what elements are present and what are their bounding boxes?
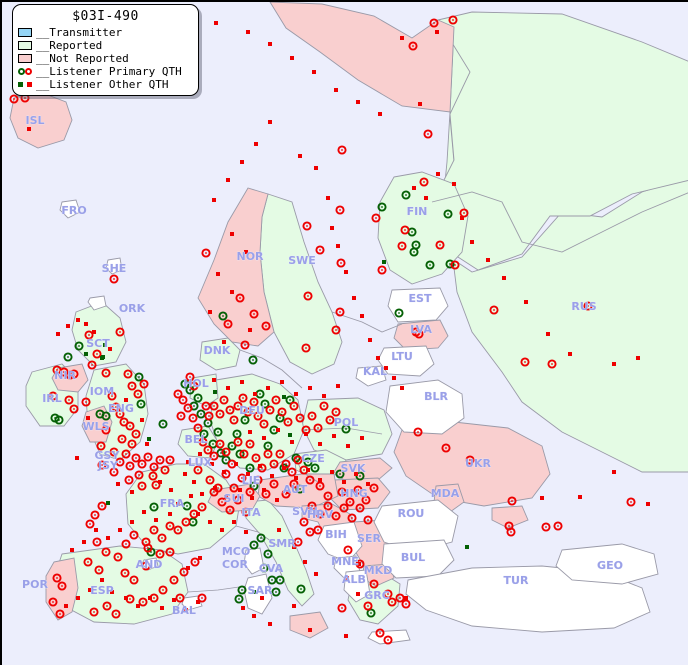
country-label-and: AND [136, 558, 163, 571]
country-label-isl: ISL [25, 114, 44, 127]
circle-red-icon [25, 68, 32, 75]
country-label-por: POR [22, 578, 48, 591]
country-label-svk: SVK [341, 462, 366, 475]
country-label-sui: SUI [224, 492, 245, 505]
country-label-alb: ALB [342, 573, 366, 586]
country-label-tur: TUR [504, 574, 529, 587]
legend-label-reported: __Reported [36, 38, 103, 52]
legend-swatch-transmitter [18, 28, 32, 37]
country-label-jsy: JSY [97, 459, 119, 472]
country-label-rus: RUS [571, 300, 596, 313]
country-label-est: EST [409, 292, 432, 305]
unfilled-countries [59, 199, 659, 645]
country-label-mda: MDA [431, 487, 460, 500]
country-label-swe: SWE [288, 254, 316, 267]
country-label-ita: ITA [241, 506, 261, 519]
country-label-rou: ROU [398, 507, 425, 520]
country-label-ltu: LTU [391, 350, 413, 363]
legend-label-other_qth: __Listener Other QTH [36, 77, 169, 91]
country-label-hng: HNG [340, 487, 367, 500]
country-label-irl: IRL [42, 392, 62, 405]
country-label-cor: COR [222, 558, 248, 571]
legend-swatch-not_reported [18, 54, 32, 63]
country-label-mco: MCO [222, 545, 250, 558]
country-label-hrv: HRV [307, 508, 334, 521]
legend-item-transmitter: __Transmitter [18, 26, 193, 39]
country-label-lie: LIE [242, 474, 261, 487]
legend-title: $03I-490 [72, 9, 139, 24]
legend-symbol-other_qth [18, 80, 32, 89]
legend-item-other_qth: __Listener Other QTH [18, 78, 193, 91]
country-label-cva: CVA [259, 562, 284, 575]
country-label-smr: SMR [268, 537, 296, 550]
country-label-blr: BLR [424, 390, 448, 403]
country-label-ukr: UKR [465, 457, 491, 470]
country-label-gsy: GSY [95, 449, 121, 462]
country-label-wls: WLS [82, 420, 109, 433]
country-label-mkd: MKD [364, 564, 393, 577]
legend-label-transmitter: __Transmitter [36, 25, 123, 39]
country-label-kal: KAL [363, 365, 387, 378]
country-label-dnk: DNK [204, 344, 231, 357]
country-label-fin: FIN [407, 205, 428, 218]
country-label-sar: SAR [248, 584, 273, 597]
country-label-nor: NOR [236, 250, 264, 263]
country-label-aut: AUT [283, 483, 308, 496]
country-label-sct: SCT [86, 337, 110, 350]
reported-countries [25, 11, 688, 625]
country-label-fro: FRO [61, 204, 86, 217]
country-label-geo: GEO [597, 559, 623, 572]
country-label-svn: SVN [292, 505, 318, 518]
legend-label-primary_qth: __Listener Primary QTH [36, 64, 182, 78]
legend-item-primary_qth: __Listener Primary QTH [18, 65, 193, 78]
country-label-nir: NIR [54, 369, 76, 382]
country-label-fra: FRA [160, 497, 185, 510]
country-label-lux: LUX [188, 456, 213, 469]
country-label-hol: HOL [183, 377, 209, 390]
country-label-esp: ESP [90, 584, 114, 597]
country-label-she: SHE [102, 262, 127, 275]
legend-item-reported: __Reported [18, 39, 193, 52]
country-label-bul: BUL [401, 551, 425, 564]
legend-item-not_reported: __Not Reported [18, 52, 193, 65]
square-green-icon [18, 82, 23, 87]
country-label-mne: MNE [331, 555, 359, 568]
country-label-grc: GRC [364, 589, 390, 602]
legend-swatch-reported [18, 41, 32, 50]
legend-label-not_reported: __Not Reported [36, 51, 129, 65]
country-label-ser: SER [357, 532, 381, 545]
country-label-lva: LVA [410, 323, 432, 336]
legend-symbol-primary_qth [18, 67, 32, 76]
country-label-iom: IOM [90, 385, 114, 398]
legend-rows: __Transmitter __Reported __Not Reported __L… [18, 26, 193, 91]
country-label-cze: CZE [301, 452, 325, 465]
country-label-eng: ENG [108, 402, 134, 415]
country-label-pol: POL [334, 416, 358, 429]
country-label-bal: BAL [172, 604, 196, 617]
country-label-bih: BIH [325, 528, 347, 541]
circle-green-icon [18, 68, 25, 75]
map-legend: $03I-490 __Transmitter __Reported __Not Re… [12, 4, 199, 96]
country-label-deu: DEU [239, 404, 265, 417]
country-label-bel: BEL [185, 433, 208, 446]
square-red-icon [27, 82, 32, 87]
country-label-ork: ORK [119, 302, 146, 315]
